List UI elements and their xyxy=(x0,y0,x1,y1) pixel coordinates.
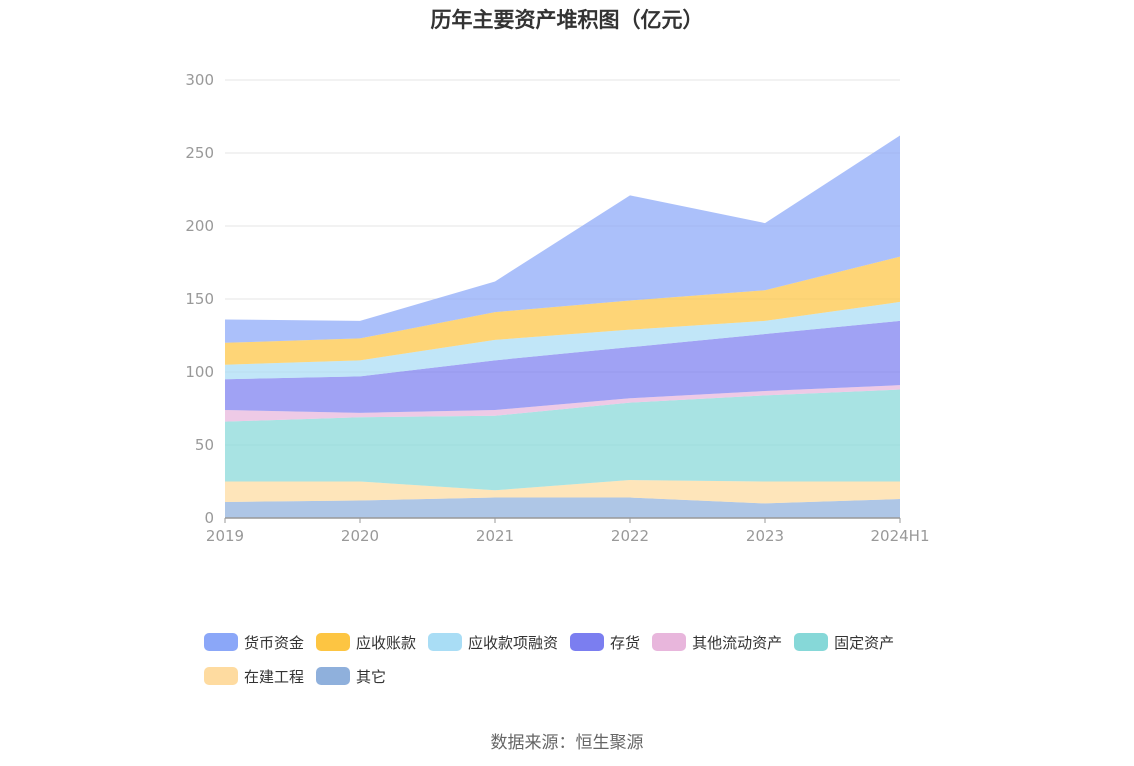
legend: 货币资金 应收账款 应收款项融资 存货 其他流动资产 固定资产在建工程 其它 xyxy=(204,630,964,698)
y-tick-label: 0 xyxy=(204,509,214,527)
x-tick-label: 2024H1 xyxy=(871,527,930,545)
area-series-其他流动资产 xyxy=(225,385,900,422)
data-source-note: 数据来源：恒生聚源 xyxy=(490,733,644,753)
y-tick-label: 300 xyxy=(185,71,214,89)
area-series-应收款项融资 xyxy=(225,301,900,380)
legend-item[interactable]: 存货 xyxy=(570,630,640,654)
area-series-固定资产 xyxy=(225,389,900,491)
legend-swatch xyxy=(204,667,238,685)
legend-swatch xyxy=(570,633,605,651)
y-tick-label: 250 xyxy=(185,144,214,162)
legend-item[interactable]: 在建工程 xyxy=(204,664,304,688)
legend-swatch xyxy=(316,633,351,651)
legend-swatch xyxy=(316,667,351,685)
legend-label: 应收账款 xyxy=(356,633,417,652)
area-series-应收账款 xyxy=(225,256,900,365)
legend-item[interactable]: 应收款项融资 xyxy=(428,630,558,654)
legend-label: 在建工程 xyxy=(244,667,305,686)
x-tick-label: 2021 xyxy=(476,527,514,545)
legend-swatch xyxy=(794,633,829,651)
legend-item[interactable]: 应收账款 xyxy=(316,630,416,654)
legend-label: 应收款项融资 xyxy=(468,633,559,652)
stacked-area-chart: 0 50 100 150 200 250 300 2019 2020 2021 2022 2023 20… xyxy=(185,71,929,545)
legend-item[interactable]: 其它 xyxy=(316,664,386,688)
y-tick-label: 150 xyxy=(185,290,214,308)
axes: 0 50 100 150 200 250 300 2019 2020 2021 2022 2023 20… xyxy=(185,71,929,545)
legend-item[interactable]: 其他流动资产 xyxy=(652,630,782,654)
legend-label: 存货 xyxy=(610,633,641,652)
chart-title: 历年主要资产堆积图（亿元） xyxy=(430,8,704,32)
legend-swatch xyxy=(204,633,238,651)
area-series-货币资金 xyxy=(225,135,900,343)
y-tick-label: 200 xyxy=(185,217,214,235)
area-series-存货 xyxy=(225,320,900,413)
area-series-在建工程 xyxy=(225,480,900,504)
legend-item[interactable]: 货币资金 xyxy=(204,630,304,654)
y-tick-label: 100 xyxy=(185,363,214,381)
legend-label: 其他流动资产 xyxy=(692,633,783,652)
area-series-其它 xyxy=(225,497,900,518)
x-tick-label: 2023 xyxy=(746,527,784,545)
x-tick-label: 2019 xyxy=(206,527,244,545)
legend-label: 货币资金 xyxy=(244,633,305,652)
legend-item[interactable]: 固定资产 xyxy=(794,630,894,654)
area-series-group xyxy=(225,135,900,518)
x-tick-label: 2022 xyxy=(611,527,649,545)
legend-label: 其它 xyxy=(356,667,387,686)
legend-swatch xyxy=(428,633,463,651)
legend-swatch xyxy=(652,633,687,651)
y-tick-label: 50 xyxy=(195,436,214,454)
x-tick-label: 2020 xyxy=(341,527,379,545)
legend-label: 固定资产 xyxy=(834,633,895,652)
